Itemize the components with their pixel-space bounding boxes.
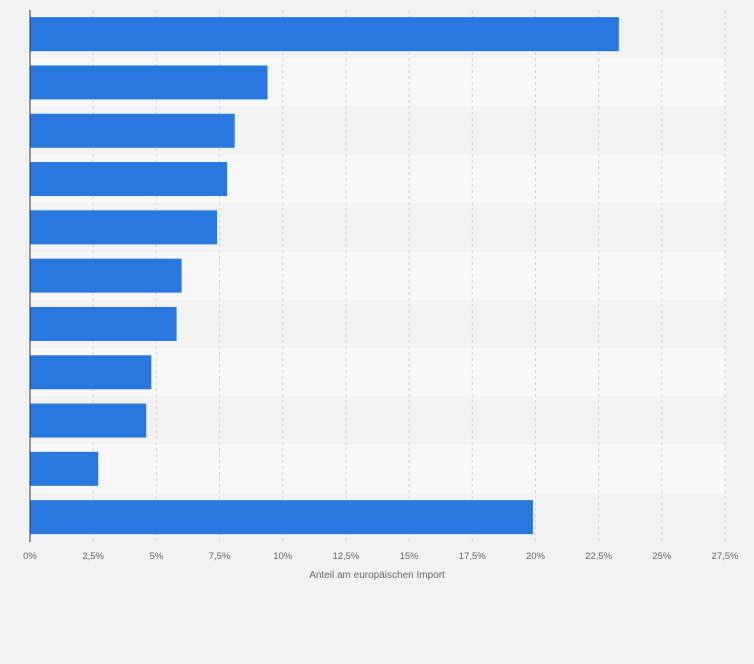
x-tick-label: 7,5%: [209, 551, 231, 562]
bar[interactable]: [30, 258, 182, 293]
bar[interactable]: [30, 451, 99, 486]
x-tick-labels: 0% 2,5% 5% 7,5% 10% 12,5% 15% 17,5% 20% 22,5% 25% 2…: [23, 551, 739, 562]
bars: [30, 17, 619, 535]
x-axis-label: Anteil am europäischen Import: [309, 570, 445, 581]
x-tick-label: 17,5%: [459, 551, 486, 562]
bar[interactable]: [30, 306, 177, 341]
row-band: [30, 444, 725, 493]
x-tick-label: 25%: [652, 551, 672, 562]
bar[interactable]: [30, 210, 218, 245]
x-tick-label: 10%: [273, 551, 293, 562]
x-tick-label: 12,5%: [332, 551, 359, 562]
x-tick-label: 5%: [149, 551, 163, 562]
x-tick-label: 2,5%: [82, 551, 104, 562]
x-tick-label: 15%: [400, 551, 420, 562]
bar[interactable]: [30, 113, 235, 148]
bar[interactable]: [30, 65, 268, 100]
bar[interactable]: [30, 17, 619, 52]
bar[interactable]: [30, 162, 228, 197]
bar[interactable]: [30, 355, 152, 390]
x-tick-label: 0%: [23, 551, 37, 562]
x-tick-label: 20%: [526, 551, 546, 562]
x-tick-label: 27,5%: [712, 551, 739, 562]
x-tick-label: 22,5%: [585, 551, 612, 562]
bar[interactable]: [30, 403, 147, 438]
bar[interactable]: [30, 500, 533, 535]
